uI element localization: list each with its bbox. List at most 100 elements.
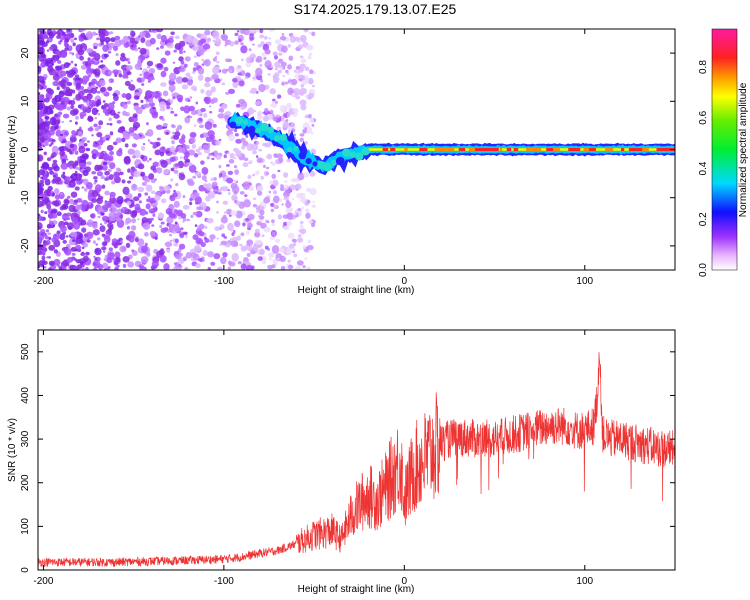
spectrogram-noise-dot	[137, 238, 145, 247]
spectrogram-x-axis-label: Height of straight line (km)	[298, 285, 415, 296]
spectrogram-noise-dot	[163, 66, 169, 72]
spectrogram-noise-dot	[90, 213, 96, 219]
spectrogram-noise-dot	[303, 172, 310, 178]
spectrogram-noise-dot	[308, 31, 312, 35]
spectrogram-noise-dot	[67, 195, 71, 199]
spectrogram-noise-dot	[223, 211, 227, 214]
spectrogram-noise-dot	[195, 201, 199, 205]
spectrogram-noise-dot	[197, 227, 201, 231]
spectrogram-noise-dot	[204, 76, 211, 83]
spectrogram-noise-dot	[74, 186, 80, 191]
spectrogram-noise-dot	[38, 174, 41, 178]
spectrogram-noise-dot	[127, 61, 131, 64]
spectrogram-noise-dot	[287, 64, 292, 70]
spectrogram-y-tick-label: 0	[20, 146, 31, 152]
spectrogram-noise-dot	[285, 69, 289, 74]
spectrogram-noise-dot	[195, 148, 201, 153]
spectrogram-noise-dot	[183, 231, 188, 235]
spectrogram-noise-dot	[216, 267, 222, 270]
spectrogram-peak-segment	[620, 148, 625, 151]
spectrogram-noise-dot	[208, 105, 212, 108]
spectrogram-noise-dot	[300, 83, 305, 88]
spectrogram-noise-dot	[92, 240, 96, 244]
spectrogram-noise-dot	[171, 81, 176, 85]
spectrogram-noise-dot	[209, 239, 214, 243]
spectrogram-noise-dot	[113, 171, 120, 179]
spectrogram-noise-dot	[83, 143, 88, 147]
spectrogram-noise-dot	[84, 238, 87, 242]
spectrogram-noise-dot	[81, 246, 85, 250]
spectrogram-noise-dot	[283, 180, 288, 183]
spectrogram-noise-dot	[181, 77, 189, 83]
spectrogram-noise-dot	[240, 263, 247, 270]
spectrogram-noise-dot	[102, 204, 109, 211]
spectrogram-noise-dot	[299, 63, 306, 69]
spectrogram-noise-dot	[283, 172, 289, 178]
spectrogram-noise-dot	[140, 145, 146, 151]
spectrogram-noise-dot	[150, 190, 156, 195]
spectrogram-noise-dot	[291, 198, 295, 201]
spectrogram-peak-segment	[656, 148, 666, 151]
spectrogram-noise-dot	[50, 264, 57, 270]
spectrogram-noise-dot	[52, 192, 56, 196]
spectrogram-noise-dot	[192, 67, 197, 72]
spectrogram-noise-dot	[146, 160, 150, 163]
spectrogram-noise-dot	[185, 162, 190, 167]
spectrogram-noise-dot	[114, 35, 121, 40]
spectrogram-noise-dot	[78, 173, 83, 178]
spectrogram-noise-dot	[193, 109, 199, 115]
spectrogram-noise-dot	[102, 262, 109, 269]
spectrogram-noise-dot	[256, 55, 263, 63]
spectrogram-noise-dot	[191, 37, 199, 46]
spectrogram-noise-dot	[252, 244, 259, 252]
spectrogram-noise-dot	[81, 86, 84, 90]
spectrogram-trace-blob	[267, 126, 275, 134]
spectrogram-noise-dot	[168, 233, 173, 237]
spectrogram-noise-dot	[178, 259, 185, 265]
spectrogram-noise-dot	[40, 126, 44, 130]
spectrogram-trace-blob	[330, 159, 337, 166]
spectrogram-noise-dot	[173, 208, 178, 214]
spectrogram-peak-segment	[486, 148, 499, 151]
spectrogram-noise-dot	[74, 204, 82, 211]
spectrogram-noise-dot	[198, 257, 203, 262]
spectrogram-noise-dot	[228, 159, 235, 164]
spectrogram-noise-dot	[272, 76, 280, 84]
spectrogram-noise-dot	[305, 44, 314, 51]
spectrogram-marks	[38, 29, 675, 270]
spectrogram-noise-dot	[154, 90, 160, 95]
spectrogram-noise-dot	[98, 120, 104, 126]
snr-y-ticks: 0 100 200 300 400 500	[20, 343, 675, 573]
spectrogram-noise-dot	[95, 33, 99, 36]
spectrogram-x-ticks: -200 -100 0 100	[33, 29, 594, 287]
spectrogram-noise-dot	[96, 197, 103, 205]
spectrogram-noise-dot	[241, 58, 244, 62]
spectrogram-noise-dot	[156, 167, 160, 171]
spectrogram-noise-dot	[204, 225, 208, 230]
colorbar-tick-label: 0.4	[698, 161, 709, 175]
spectrogram-trace-blob	[287, 146, 293, 153]
spectrogram-noise-dot	[286, 112, 291, 118]
spectrogram-noise-dot	[155, 141, 161, 147]
spectrogram-noise-dot	[108, 117, 112, 121]
spectrogram-noise-dot	[271, 179, 279, 187]
spectrogram-noise-dot	[71, 134, 76, 138]
spectrogram-noise-dot	[215, 154, 222, 160]
spectrogram-noise-dot	[146, 90, 153, 96]
spectrogram-noise-dot	[69, 120, 73, 123]
spectrogram-noise-dot	[97, 145, 102, 150]
spectrogram-noise-dot	[284, 188, 291, 195]
spectrogram-noise-dot	[164, 50, 171, 56]
spectrogram-noise-dot	[120, 206, 129, 214]
spectrogram-noise-dot	[111, 238, 118, 244]
spectrogram-noise-dot	[127, 148, 135, 155]
spectrogram-noise-dot	[240, 106, 246, 110]
spectrogram-x-tick-label: -200	[33, 276, 53, 287]
spectrogram-noise-dot	[264, 35, 268, 40]
spectrogram-noise-dot	[148, 98, 154, 104]
spectrogram-noise-dot	[222, 214, 227, 219]
spectrogram-peak-segment	[546, 148, 554, 151]
spectrogram-noise-dot	[140, 37, 146, 43]
spectrogram-noise-dot	[170, 89, 174, 93]
